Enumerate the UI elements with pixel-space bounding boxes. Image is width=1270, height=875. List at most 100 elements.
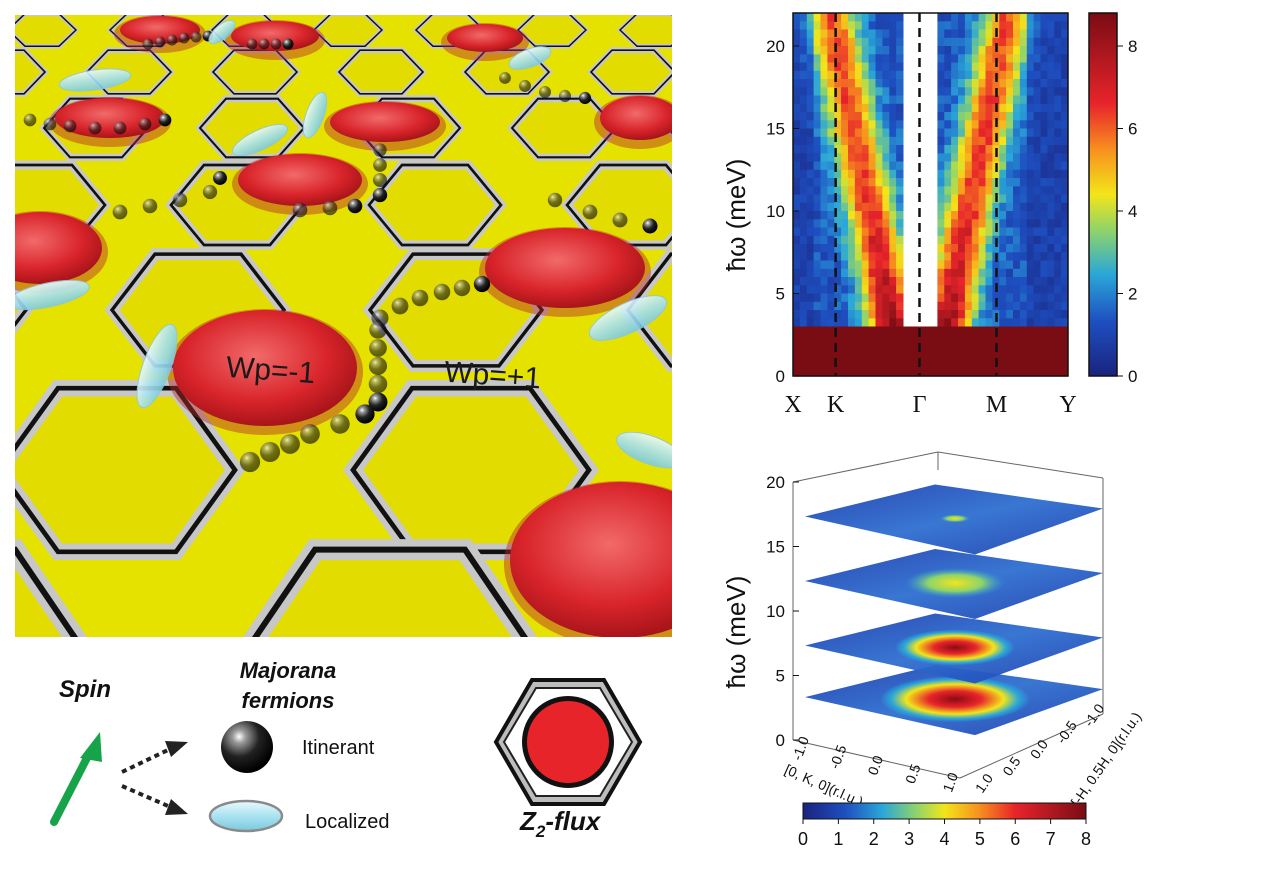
heatmap-cell <box>937 211 945 220</box>
heatmap-cell <box>875 136 883 146</box>
heatmap-cell <box>1047 95 1055 105</box>
heatmap-cell <box>827 112 835 121</box>
heatmap-cell <box>909 334 918 344</box>
heatmap-cell <box>1006 310 1014 319</box>
heatmap-cell <box>827 87 835 97</box>
heatmap-cell <box>985 227 993 237</box>
hexagon-plaquette <box>334 47 428 97</box>
heatmap-cell <box>806 29 815 39</box>
heatmap-cell <box>1019 343 1028 352</box>
heatmap-cell <box>827 285 835 295</box>
localized-majorana-ellipse <box>15 279 90 311</box>
heatmap-cell <box>861 186 870 196</box>
heatmap-cell <box>793 351 801 361</box>
hexagon-plaquette <box>15 15 80 49</box>
heatmap-cell <box>875 153 883 163</box>
heatmap-cell <box>1006 227 1014 237</box>
heatmap-cell <box>1040 268 1048 278</box>
heatmap-cell <box>799 285 808 295</box>
heatmap-cell <box>958 268 966 278</box>
heatmap-cell <box>985 178 993 187</box>
heatmap-cell <box>799 128 808 138</box>
heatmap-cell <box>1013 128 1021 138</box>
heatmap-cell <box>813 153 821 163</box>
heatmap-cell <box>896 153 904 163</box>
heatmap-cell <box>799 13 808 22</box>
heatmap-cell <box>861 351 870 361</box>
heatmap-cell <box>861 260 870 270</box>
heatmap-cell <box>1013 112 1021 121</box>
heatmap-cell <box>951 46 959 55</box>
heatmap-cell <box>1026 359 1035 369</box>
heatmap-cell <box>868 153 876 163</box>
itinerant-majorana-sphere <box>112 204 128 220</box>
heatmap-cell <box>889 62 897 72</box>
heatmap-cell <box>937 260 945 270</box>
slices-colorbar-tick-label: 1 <box>833 829 843 849</box>
heatmap-cell <box>820 277 828 286</box>
heatmap-cell <box>964 219 973 229</box>
heatmap-cell <box>820 211 828 220</box>
heatmap-cell <box>1026 103 1035 113</box>
heatmap-cell <box>958 235 966 245</box>
heatmap-cell <box>875 87 883 97</box>
heatmap-cell <box>882 268 890 278</box>
heatmap-cell <box>834 54 842 64</box>
heatmap-cell <box>964 318 973 328</box>
heatmap-cell <box>964 186 973 196</box>
heatmap-cell <box>820 186 828 196</box>
heatmap-cell <box>1054 310 1062 319</box>
heatmap-cell <box>1061 359 1069 369</box>
heatmap-cell <box>951 194 959 204</box>
heatmap-cell <box>806 227 815 237</box>
hexagon-bond-outline <box>565 163 672 247</box>
heatmap-cell <box>985 21 993 31</box>
heatmap-cell <box>999 285 1007 295</box>
heatmap-cell <box>937 202 945 212</box>
heatmap-cell <box>827 194 835 204</box>
heatmap-cell <box>958 79 966 88</box>
itinerant-majorana-sphere <box>282 38 294 50</box>
itinerant-majorana-sphere <box>373 173 387 187</box>
heatmap-cell <box>827 326 835 336</box>
heatmap-cell <box>1033 169 1041 179</box>
heatmap-cell <box>834 367 842 377</box>
heatmap-cell <box>937 37 945 47</box>
heatmap-cell <box>1061 186 1069 196</box>
heatmap-cell <box>1047 326 1055 336</box>
heatmap-cell <box>896 178 904 187</box>
heatmap-cell <box>1013 87 1021 97</box>
heatmap-cell <box>834 293 842 303</box>
slices-colorbar-tick-label: 2 <box>869 829 879 849</box>
heatmap-cell <box>951 343 959 352</box>
heatmap-cell <box>854 202 863 212</box>
heatmap-cell <box>1006 79 1014 88</box>
heatmap-cell <box>875 62 883 72</box>
heatmap-cell <box>1047 21 1055 31</box>
heatmap-cell <box>1040 202 1048 212</box>
heatmap-cell <box>1033 260 1041 270</box>
itinerant-majorana-sphere <box>372 187 388 203</box>
high-symmetry-dashed-lines <box>834 13 998 376</box>
heatmap-cell <box>944 227 952 237</box>
heatmap-cell <box>964 145 973 154</box>
heatmap-cell <box>999 103 1007 113</box>
heatmap-cell <box>1026 277 1035 286</box>
heatmap-cell <box>1019 194 1028 204</box>
heatmap-cell <box>1047 343 1055 352</box>
heatmap-cell <box>813 285 821 295</box>
heatmap-cell <box>992 95 1000 105</box>
heatmap-cell <box>944 343 952 352</box>
heatmap-cell <box>951 277 959 286</box>
heatmap-cell <box>1026 202 1035 212</box>
heatmap-cell <box>958 136 966 146</box>
heatmap-cell <box>841 87 849 97</box>
heatmap-cell <box>813 161 821 171</box>
heatmap-cell <box>813 318 821 328</box>
itinerant-majorana-sphere <box>213 171 227 185</box>
localized-majorana-ellipse <box>231 123 289 157</box>
heatmap-cell <box>799 351 808 361</box>
heatmap-cell <box>868 54 876 64</box>
heatmap-cell <box>958 343 966 352</box>
heatmap-cell <box>1026 153 1035 163</box>
